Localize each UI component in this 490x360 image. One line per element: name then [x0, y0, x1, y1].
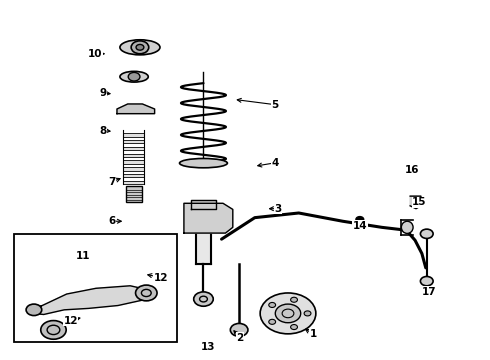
- Circle shape: [291, 324, 297, 329]
- Circle shape: [128, 72, 140, 81]
- Text: 11: 11: [75, 251, 90, 261]
- Text: 16: 16: [405, 165, 419, 175]
- Text: 12: 12: [154, 273, 168, 283]
- Text: 5: 5: [271, 100, 279, 110]
- Circle shape: [136, 44, 144, 50]
- Bar: [123, 167, 145, 171]
- Bar: [123, 181, 145, 184]
- Circle shape: [260, 293, 316, 334]
- Text: 1: 1: [310, 329, 317, 339]
- Ellipse shape: [401, 221, 413, 233]
- Circle shape: [420, 276, 433, 286]
- Polygon shape: [410, 196, 421, 209]
- Circle shape: [26, 304, 42, 316]
- Circle shape: [269, 302, 275, 307]
- Bar: [123, 147, 145, 150]
- Text: 7: 7: [108, 177, 116, 187]
- Text: 6: 6: [108, 216, 116, 226]
- Bar: [123, 174, 145, 177]
- Text: 8: 8: [99, 126, 107, 135]
- Text: 14: 14: [352, 221, 367, 231]
- Polygon shape: [32, 286, 151, 315]
- Polygon shape: [196, 205, 211, 264]
- Bar: [123, 161, 145, 164]
- Circle shape: [269, 319, 275, 324]
- Circle shape: [194, 292, 213, 306]
- Circle shape: [131, 41, 149, 54]
- Circle shape: [136, 285, 157, 301]
- Text: 2: 2: [237, 333, 244, 343]
- Text: 4: 4: [271, 158, 279, 168]
- Circle shape: [275, 304, 301, 323]
- Bar: [123, 140, 145, 143]
- Text: 13: 13: [201, 342, 216, 352]
- Bar: [123, 133, 145, 136]
- Bar: [14, 234, 176, 342]
- Ellipse shape: [179, 158, 227, 168]
- Ellipse shape: [120, 40, 160, 55]
- Polygon shape: [117, 104, 155, 114]
- Text: 17: 17: [422, 287, 437, 297]
- Circle shape: [356, 217, 364, 222]
- Bar: [126, 186, 143, 202]
- Text: 3: 3: [274, 204, 282, 214]
- Ellipse shape: [120, 71, 148, 82]
- Circle shape: [291, 297, 297, 302]
- Text: 15: 15: [412, 197, 427, 207]
- Text: 12: 12: [63, 316, 78, 325]
- Polygon shape: [184, 203, 233, 233]
- Bar: [123, 154, 145, 157]
- Circle shape: [41, 320, 66, 339]
- Circle shape: [230, 323, 248, 336]
- Text: 10: 10: [88, 49, 102, 59]
- Circle shape: [420, 229, 433, 238]
- Text: 9: 9: [100, 88, 107, 98]
- Polygon shape: [191, 200, 216, 209]
- Circle shape: [304, 311, 311, 316]
